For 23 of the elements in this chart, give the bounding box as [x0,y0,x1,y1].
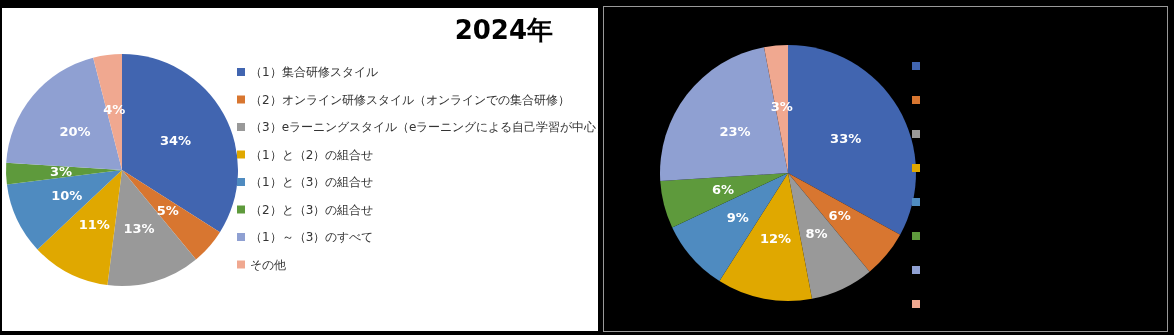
legend-label: （2）オンライン研修スタイル（オンラインでの集合研修） [250,92,570,107]
legend-label: （1）と（3）の組合せ [250,175,374,189]
data-label: 9% [726,209,749,225]
data-label: 3% [49,164,73,180]
data-label: 13% [123,221,155,237]
data-label: 33% [830,131,862,147]
legend-label: （1）集合研修スタイル [250,65,378,79]
data-label: 6% [712,182,735,198]
legend-label: （1）と（2）の組合せ [250,147,374,162]
data-label: 12% [759,231,792,247]
legend-label: （3）eラーニングスタイル（eラーニングによる自己学習が中心） [250,120,609,134]
chart-title: 2024年 [454,15,554,45]
data-label: 5% [156,202,179,218]
data-label: 8% [805,226,828,242]
data-label: 20% [59,123,91,139]
legend-label: （2）と（3）の組合せ [250,202,374,217]
legend-label: （1）～（3）のすべて [250,230,374,244]
legend-label: その他 [250,257,286,272]
data-label: 23% [719,124,751,140]
data-label: 10% [51,188,83,204]
data-label: 11% [78,216,110,232]
data-label: 6% [828,208,851,224]
data-label: 34% [159,133,192,149]
